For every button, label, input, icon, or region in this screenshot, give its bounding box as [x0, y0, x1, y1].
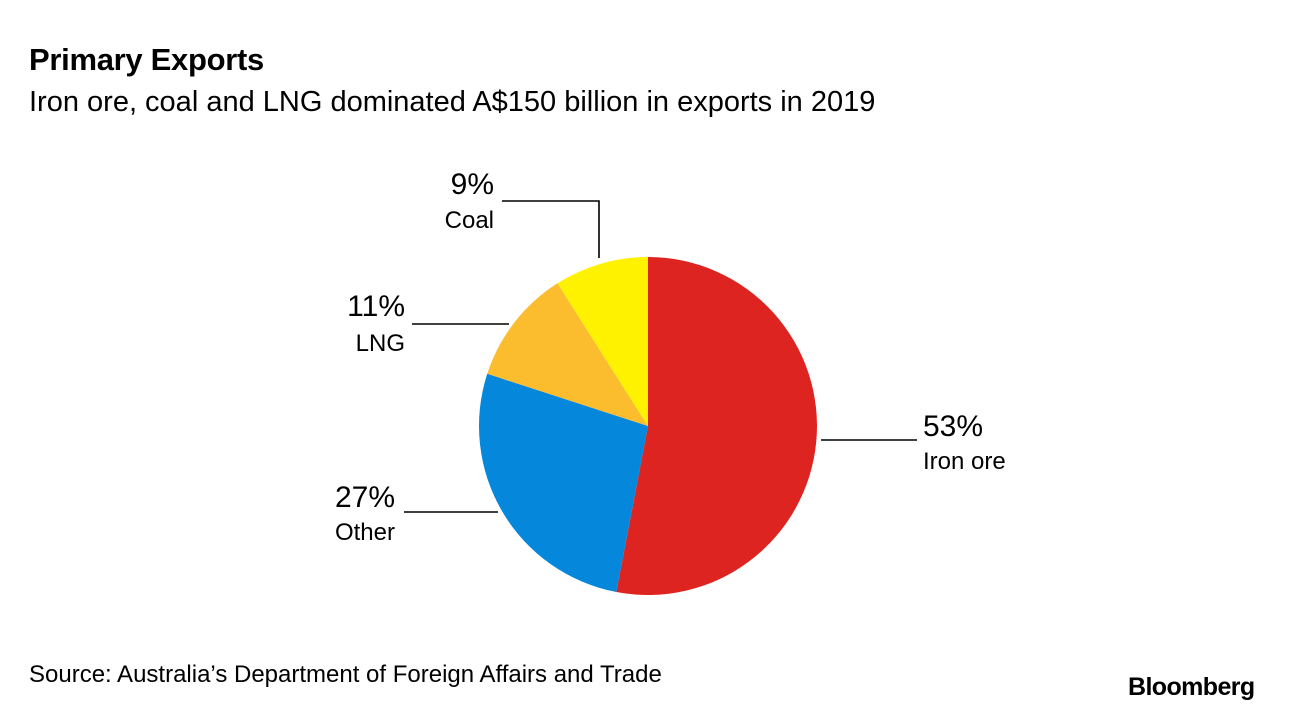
pie-slices	[478, 257, 817, 596]
leader-lines	[404, 200, 917, 513]
chart-subtitle: Iron ore, coal and LNG dominated A$150 b…	[29, 86, 876, 118]
chart-title: Primary Exports	[29, 42, 264, 77]
pie-slice-iron-ore	[616, 257, 817, 596]
pie-slice-other	[478, 373, 648, 593]
pie-slice-lng	[487, 283, 648, 426]
slice-percent-label: 53%	[923, 410, 983, 443]
leader-line	[502, 200, 600, 258]
slice-name-label: Coal	[445, 207, 494, 234]
slice-labels: 53% Iron ore 27% Other 11% LNG 9% Coal	[335, 168, 1006, 546]
pie-slice-coal	[557, 257, 648, 426]
slice-name-label: LNG	[356, 330, 405, 357]
slice-name-label: Iron ore	[923, 448, 1006, 475]
slice-percent-label: 9%	[451, 168, 494, 201]
source-note: Source: Australia’s Department of Foreig…	[29, 661, 662, 688]
slice-percent-label: 11%	[347, 290, 405, 323]
slice-name-label: Other	[335, 519, 395, 546]
slice-percent-label: 27%	[335, 481, 395, 514]
bloomberg-logo: Bloomberg	[1128, 673, 1255, 701]
